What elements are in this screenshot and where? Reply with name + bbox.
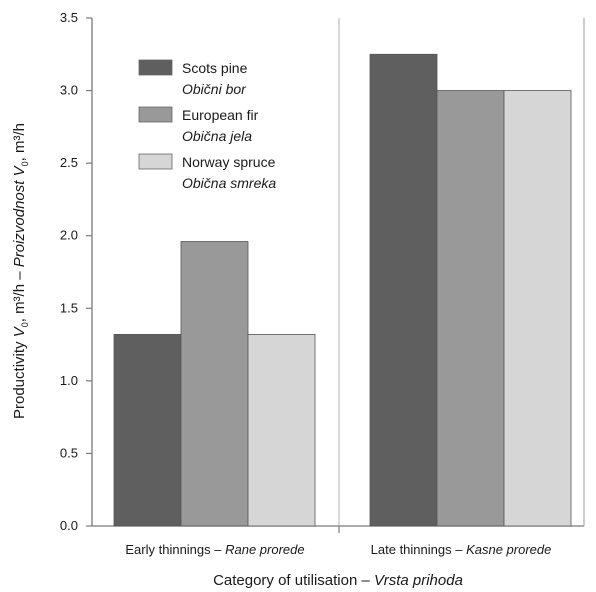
x-axis-title: Category of utilisation – Vrsta prihoda	[213, 572, 463, 589]
x-axis: Early thinnings – Rane prorede Late thinn…	[125, 526, 551, 557]
legend-label-italic: Obična jela	[182, 128, 252, 144]
legend-label: Scots pine	[182, 60, 248, 76]
x-tick-label: Late thinnings – Kasne prorede	[371, 542, 552, 557]
y-axis-title: Productivity V0, m³/h – Proizvodnost V0,…	[11, 123, 30, 419]
y-title-unit2: , m³/h	[11, 123, 28, 161]
x-axis-title-italic: Vrsta prihoda	[374, 572, 463, 589]
y-title-part2: Proizvodnost	[11, 176, 28, 267]
bar	[436, 90, 505, 527]
y-tick-label: 0.0	[60, 518, 78, 533]
y-tick-label: 1.0	[60, 373, 78, 388]
legend-swatch	[138, 106, 173, 123]
legend-label-italic: Obični bor	[182, 81, 247, 97]
y-title-sub1: 0	[20, 322, 30, 327]
legend-swatch	[138, 153, 173, 170]
y-title-var1: V	[11, 325, 28, 337]
legend: Scots pine Obični bor European fir Obična j…	[138, 59, 276, 191]
bars	[113, 53, 572, 527]
y-title-sub2: 0	[20, 161, 30, 166]
x-tick-label-italic: Kasne prorede	[466, 542, 551, 557]
legend-swatch	[138, 59, 173, 76]
x-tick-label-text: Late thinnings –	[371, 542, 466, 557]
y-title-unit1: , m³/h –	[11, 267, 28, 322]
y-tick-label: 2.0	[60, 228, 78, 243]
bar	[503, 90, 572, 527]
bar	[247, 334, 316, 527]
y-tick-label: 0.5	[60, 445, 78, 460]
x-axis-title-text: Category of utilisation –	[213, 572, 374, 589]
x-tick-label: Early thinnings – Rane prorede	[125, 542, 304, 557]
y-tick-label: 3.0	[60, 83, 78, 98]
y-axis: 0.0 0.5 1.0 1.5 2.0 2.5 3.0 3.5	[60, 10, 92, 533]
bar	[369, 53, 438, 527]
bar	[113, 334, 182, 527]
x-tick-label-italic: Rane prorede	[225, 542, 305, 557]
y-tick-label: 2.5	[60, 155, 78, 170]
y-title-var2: V	[11, 164, 28, 176]
bar	[180, 241, 249, 527]
x-tick-label-text: Early thinnings –	[125, 542, 225, 557]
legend-label-italic: Obična smreka	[182, 175, 276, 191]
y-title-part1: Productivity	[11, 337, 28, 419]
legend-label: Norway spruce	[182, 154, 276, 170]
y-tick-label: 3.5	[60, 10, 78, 25]
legend-label: European fir	[182, 107, 259, 123]
y-tick-label: 1.5	[60, 300, 78, 315]
